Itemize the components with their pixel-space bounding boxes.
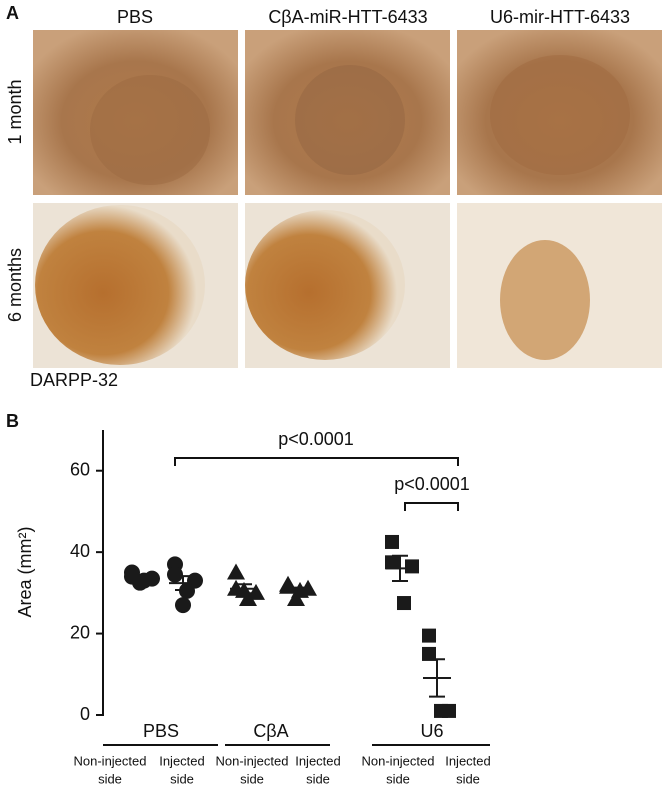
data-point [287, 589, 305, 606]
x-tick-label: side [170, 771, 194, 786]
group-label: U6 [420, 721, 443, 741]
data-point [434, 703, 448, 718]
x-tick-label: side [98, 771, 122, 786]
y-tick-label: 60 [70, 459, 90, 479]
p-value: p<0.0001 [394, 474, 470, 494]
stain-label: DARPP-32 [30, 370, 118, 390]
data-point [397, 596, 411, 611]
data-point [227, 563, 245, 580]
data-point [175, 597, 191, 614]
error-bar [288, 586, 304, 594]
data-point [422, 646, 436, 661]
significance-bracket [404, 502, 459, 511]
y-axis-label: Area (mm²) [15, 527, 35, 618]
panel-letter: A [6, 3, 19, 23]
data-point [385, 555, 399, 570]
x-tick-label: side [240, 771, 264, 786]
data-point [422, 628, 436, 643]
error-bar [392, 554, 408, 583]
row-label: 6 months [5, 248, 25, 322]
data-point [405, 559, 419, 574]
panel-letter: B [6, 411, 19, 431]
x-tick-label: Non-injected [362, 753, 435, 768]
error-bar [236, 583, 252, 595]
x-tick-label: Non-injected [216, 753, 289, 768]
column-title: PBS [117, 7, 153, 27]
x-tick-label: side [306, 771, 330, 786]
column-title: CβA-miR-HTT-6433 [268, 7, 427, 27]
group-label: CβA [253, 721, 288, 741]
column-title: U6-mir-HTT-6433 [490, 7, 630, 27]
x-tick-label: Non-injected [74, 753, 147, 768]
error-bar [132, 575, 148, 582]
y-tick-label: 40 [70, 541, 90, 561]
x-tick-label: Injected [159, 753, 205, 768]
y-tick-label: 20 [70, 622, 90, 642]
data-point [385, 534, 399, 549]
significance-bracket [174, 457, 459, 466]
p-value: p<0.0001 [278, 429, 354, 449]
micrographs [33, 30, 662, 368]
x-tick-label: side [386, 771, 410, 786]
data-point [167, 566, 183, 583]
data-point [239, 589, 257, 606]
row-label: 1 month [5, 79, 25, 144]
group-label: PBS [143, 721, 179, 741]
error-bar [429, 658, 445, 698]
x-tick-label: Injected [295, 753, 341, 768]
x-tick-label: side [456, 771, 480, 786]
y-tick-label: 0 [80, 704, 90, 724]
x-tick-label: Injected [445, 753, 491, 768]
error-bar [175, 575, 191, 592]
data-point [279, 577, 297, 594]
